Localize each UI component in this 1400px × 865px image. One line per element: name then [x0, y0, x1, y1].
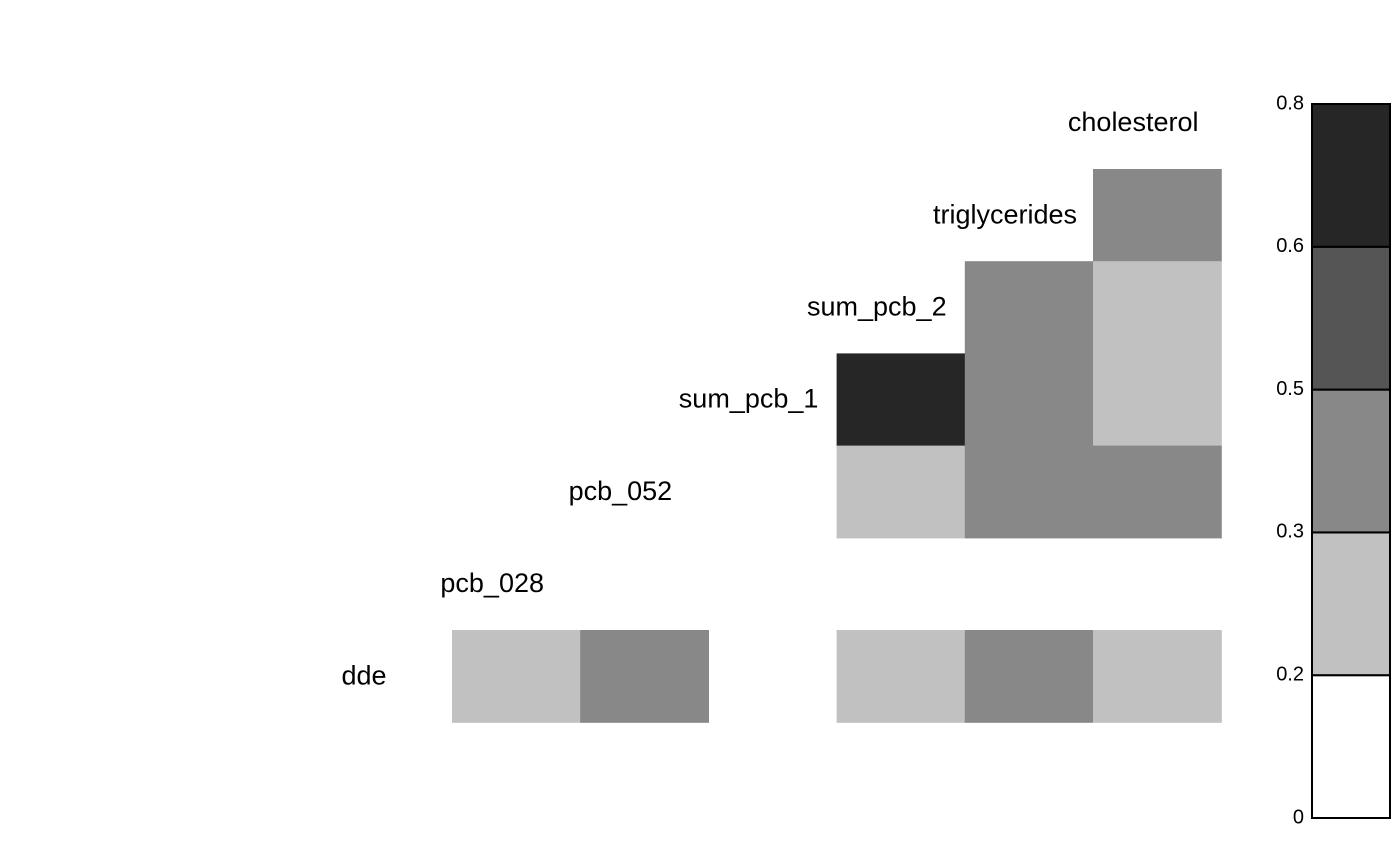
heatmap-cells — [452, 169, 1222, 723]
heatmap-cell-dde-1 — [580, 630, 709, 723]
heatmap-cell-pcb_052-5 — [1093, 445, 1222, 539]
colorbar-segment-3 — [1311, 245, 1391, 391]
variable-label-pcb_052: pcb_052 — [569, 476, 673, 506]
variable-label-pcb_028: pcb_028 — [440, 568, 544, 598]
colorbar-tick-label-0: 0 — [1293, 806, 1304, 828]
variable-labels: dde pcb_028 pcb_052 sum_pcb_1 sum_pcb_2 trigl… — [341, 107, 1198, 690]
heatmap-cell-pcb_052-3 — [836, 445, 966, 539]
colorbar-tick-label-2: 0.3 — [1276, 521, 1304, 543]
heatmap-cell-sum_pcb_1-5 — [1093, 353, 1222, 447]
heatmap-cell-dde-3 — [836, 630, 966, 723]
colorbar-tick-label-4: 0.6 — [1276, 235, 1304, 257]
heatmap-cell-dde-4 — [964, 630, 1094, 723]
colorbar-segment-0 — [1311, 674, 1391, 820]
heatmap-cell-dde-0 — [452, 630, 581, 723]
colorbar: 0 0.2 0.3 0.5 0.6 0.8 — [1276, 92, 1391, 828]
heatmap-cell-sum_pcb_2-5 — [1093, 261, 1222, 354]
variable-label-sum_pcb_1: sum_pcb_1 — [679, 384, 819, 414]
colorbar-segment-4 — [1311, 103, 1391, 248]
colorbar-tick-label-1: 0.2 — [1276, 663, 1304, 685]
colorbar-segment-2 — [1311, 388, 1391, 534]
heatmap-cell-triglycerides-5 — [1093, 169, 1222, 262]
heatmap-cell-dde-5 — [1093, 630, 1222, 723]
variable-label-sum_pcb_2: sum_pcb_2 — [807, 292, 947, 322]
colorbar-segment-1 — [1311, 531, 1391, 677]
heatmap-cell-pcb_052-4 — [964, 445, 1094, 539]
heatmap-cell-sum_pcb_2-4 — [964, 261, 1094, 354]
heatmap-cell-sum_pcb_1-4 — [964, 353, 1094, 447]
variable-label-dde: dde — [341, 660, 386, 690]
heatmap-cell-sum_pcb_1-3 — [836, 353, 966, 447]
variable-label-cholesterol: cholesterol — [1068, 107, 1199, 137]
colorbar-tick-label-5: 0.8 — [1276, 92, 1304, 114]
colorbar-tick-label-3: 0.5 — [1276, 378, 1304, 400]
variable-label-triglycerides: triglycerides — [933, 199, 1077, 229]
